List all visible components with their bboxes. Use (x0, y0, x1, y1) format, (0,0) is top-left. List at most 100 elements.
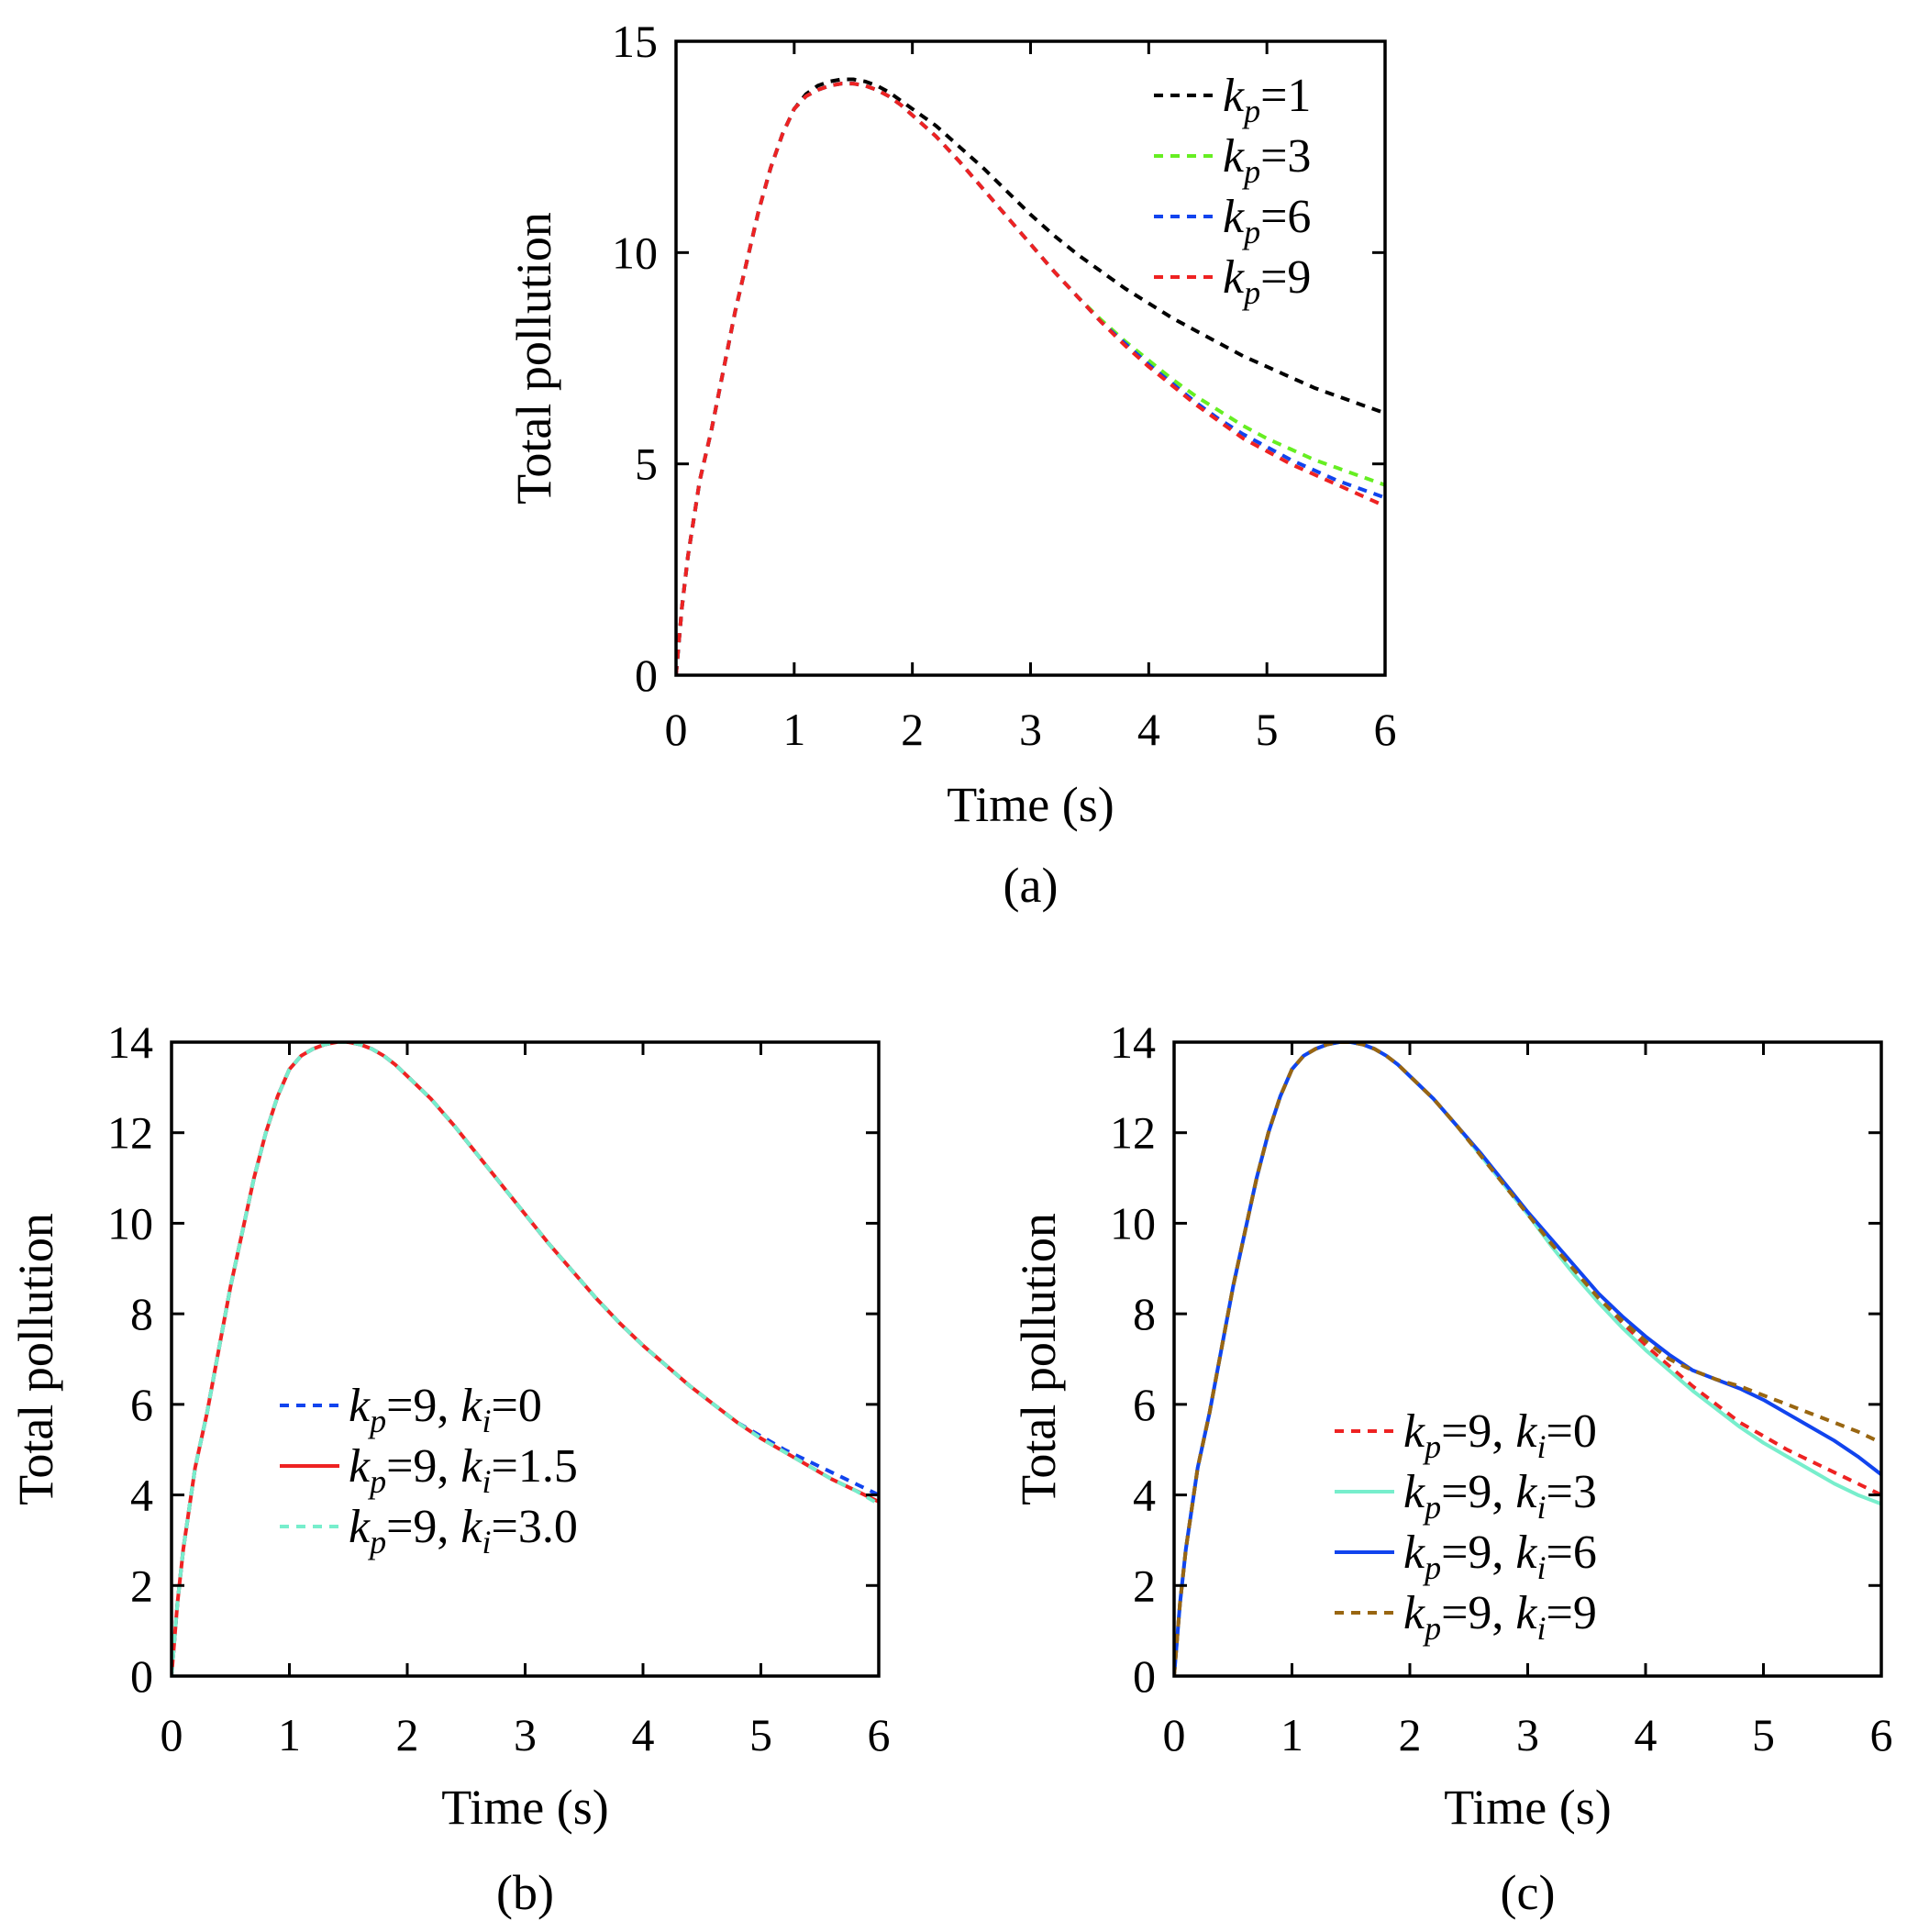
legend-symbol: k (1515, 1466, 1537, 1518)
legend-value: =3 (1260, 130, 1311, 183)
series-line-a-4 (676, 82, 1385, 675)
legend-symbol: k (1403, 1466, 1425, 1518)
legend-value: =0 (1547, 1405, 1597, 1458)
legend: kp=9, ki=0kp=9, ki=3kp=9, ki=6kp=9, ki=9 (1335, 1405, 1597, 1647)
panel-caption: (b) (496, 1865, 554, 1920)
y-tick-label: 2 (1133, 1560, 1156, 1611)
y-tick-label: 5 (635, 439, 658, 490)
legend-label: kp=9, ki=3 (1403, 1466, 1597, 1526)
y-tick-label: 12 (107, 1107, 153, 1159)
x-axis-label: Time (s) (947, 777, 1114, 832)
y-tick-label: 0 (1133, 1650, 1156, 1702)
x-tick-label: 5 (1752, 1709, 1775, 1760)
x-axis-label: Time (s) (441, 1780, 609, 1835)
x-tick-label: 0 (1163, 1709, 1186, 1760)
y-axis-label: Total pollution (8, 1213, 63, 1505)
legend-value: =1.5 (492, 1440, 578, 1493)
legend-label: kp=9, ki=1.5 (349, 1440, 578, 1500)
legend-symbol: k (460, 1440, 482, 1493)
x-tick-label: 6 (868, 1709, 891, 1760)
legend-subscript: i (482, 1463, 492, 1500)
legend-subscript: i (1537, 1428, 1547, 1465)
legend-value: =9, (1441, 1587, 1515, 1639)
series-line-c-1 (1174, 1042, 1881, 1676)
legend-symbol: k (1403, 1587, 1425, 1639)
legend-subscript: p (1241, 214, 1260, 250)
legend-value: =9, (386, 1380, 460, 1432)
y-tick-label: 6 (130, 1379, 153, 1430)
series-line-c-4 (1174, 1042, 1881, 1676)
x-tick-label: 3 (1516, 1709, 1539, 1760)
y-axis-label: Total pollution (1011, 1213, 1066, 1505)
legend-symbol: k (460, 1501, 482, 1553)
series-line-b-1 (172, 1042, 879, 1676)
y-tick-label: 14 (107, 1016, 153, 1068)
y-tick-label: 0 (130, 1650, 153, 1702)
legend-subscript: p (1422, 1489, 1441, 1526)
legend-subscript: p (1241, 93, 1260, 129)
y-tick-label: 8 (1133, 1288, 1156, 1339)
legend-label: kp=9, ki=6 (1403, 1527, 1597, 1586)
legend-subscript: i (1537, 1610, 1547, 1647)
legend-subscript: p (1422, 1428, 1441, 1465)
legend-symbol: k (1223, 251, 1245, 304)
legend-value: =9, (1441, 1405, 1515, 1458)
legend-label: kp=6 (1223, 191, 1311, 250)
legend-subscript: p (367, 1524, 386, 1560)
legend-value: =1 (1260, 70, 1311, 122)
legend-label: kp=1 (1223, 70, 1311, 129)
legend-value: =6 (1547, 1527, 1597, 1579)
y-tick-label: 2 (130, 1560, 153, 1611)
x-tick-label: 4 (632, 1709, 655, 1760)
legend-value: =9, (386, 1501, 460, 1553)
legend-subscript: p (1422, 1610, 1441, 1647)
legend-symbol: k (1223, 191, 1245, 243)
x-tick-label: 1 (782, 704, 805, 755)
x-tick-label: 5 (1256, 704, 1279, 755)
legend-value: =9, (1441, 1527, 1515, 1579)
series-line-b-3 (172, 1042, 879, 1676)
y-tick-label: 14 (1110, 1016, 1156, 1068)
legend-subscript: i (482, 1524, 492, 1560)
legend-subscript: i (1537, 1549, 1547, 1586)
legend-subscript: p (367, 1463, 386, 1500)
y-tick-label: 10 (107, 1197, 153, 1249)
legend-value: =9, (1441, 1466, 1515, 1518)
legend-label: kp=9, ki=0 (1403, 1405, 1597, 1465)
x-tick-label: 2 (901, 704, 924, 755)
x-tick-label: 0 (665, 704, 688, 755)
legend-symbol: k (1223, 70, 1245, 122)
x-tick-label: 4 (1137, 704, 1160, 755)
legend-symbol: k (1223, 130, 1245, 183)
series-line-c-3 (1174, 1042, 1881, 1676)
x-tick-label: 3 (514, 1709, 537, 1760)
plot-frame (1172, 1040, 1883, 1678)
plot-frame (170, 1040, 881, 1678)
y-tick-label: 12 (1110, 1107, 1156, 1159)
legend-symbol: k (1515, 1405, 1537, 1458)
legend-subscript: i (482, 1403, 492, 1439)
y-tick-label: 10 (1110, 1197, 1156, 1249)
legend-symbol: k (349, 1501, 371, 1553)
legend-label: kp=9, ki=0 (349, 1380, 542, 1439)
chart-a: 0 1 2 3 4 5 6 0 5 10 15 Time (s) Total pollution (a) k… (506, 16, 1397, 913)
y-tick-label: 15 (612, 16, 658, 67)
legend-subscript: p (1422, 1549, 1441, 1586)
y-tick-label: 10 (612, 227, 658, 278)
legend-value: =6 (1260, 191, 1311, 243)
legend-value: =3.0 (492, 1501, 578, 1553)
legend: kp=1kp=3kp=6kp=9 (1154, 70, 1311, 311)
legend-symbol: k (1403, 1405, 1425, 1458)
x-axis-label: Time (s) (1444, 1780, 1612, 1835)
legend-value: =3 (1547, 1466, 1597, 1518)
legend-symbol: k (349, 1380, 371, 1432)
x-tick-label: 6 (1870, 1709, 1893, 1760)
x-tick-label: 1 (278, 1709, 301, 1760)
legend-subscript: p (1241, 274, 1260, 311)
legend-symbol: k (349, 1440, 371, 1493)
x-tick-label: 0 (161, 1709, 183, 1760)
legend-label: kp=9 (1223, 251, 1311, 311)
legend-symbol: k (1403, 1527, 1425, 1579)
panel-caption: (a) (1003, 858, 1059, 913)
legend-symbol: k (460, 1380, 482, 1432)
